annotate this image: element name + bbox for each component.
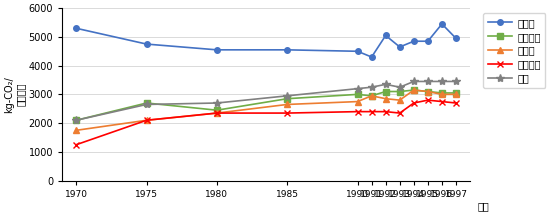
全国 (453, 80, 459, 83)
東京区部 (354, 93, 361, 96)
鹿児島市 (439, 100, 446, 103)
Y-axis label: kg-CO₂/
家庭・年: kg-CO₂/ 家庭・年 (4, 76, 26, 113)
大阪市 (425, 90, 431, 93)
札幌市 (425, 40, 431, 43)
東京区部 (73, 119, 80, 122)
Line: 東京区部: 東京区部 (74, 87, 459, 123)
東京区部 (213, 109, 220, 111)
鹿児島市 (425, 99, 431, 101)
東京区部 (397, 90, 403, 93)
東京区部 (410, 89, 417, 91)
大阪市 (284, 103, 290, 106)
札幌市 (144, 43, 150, 45)
全国 (213, 102, 220, 104)
大阪市 (410, 89, 417, 91)
Text: 西暦: 西暦 (477, 201, 489, 211)
鹿児島市 (354, 110, 361, 113)
鹿児島市 (213, 112, 220, 114)
東京区部 (439, 92, 446, 94)
全国 (284, 95, 290, 97)
全国 (382, 83, 389, 86)
札幌市 (73, 27, 80, 30)
札幌市 (410, 40, 417, 43)
大阪市 (382, 97, 389, 100)
札幌市 (382, 34, 389, 37)
大阪市 (73, 129, 80, 132)
鹿児島市 (382, 110, 389, 113)
全国 (73, 119, 80, 122)
大阪市 (397, 99, 403, 101)
鹿児島市 (144, 119, 150, 122)
全国 (144, 103, 150, 106)
Line: 大阪市: 大阪市 (74, 87, 459, 133)
大阪市 (453, 93, 459, 96)
全国 (354, 87, 361, 90)
札幌市 (453, 37, 459, 40)
東京区部 (368, 95, 375, 97)
Line: 札幌市: 札幌市 (74, 21, 459, 60)
東京区部 (425, 90, 431, 93)
全国 (368, 86, 375, 88)
鹿児島市 (284, 112, 290, 114)
大阪市 (213, 112, 220, 114)
東京区部 (284, 97, 290, 100)
鹿児島市 (453, 102, 459, 104)
Legend: 札幌市, 東京区部, 大阪市, 鹿児島市, 全国: 札幌市, 東京区部, 大阪市, 鹿児島市, 全国 (483, 13, 546, 88)
鹿児島市 (73, 143, 80, 146)
札幌市 (439, 23, 446, 25)
Line: 鹿児島市: 鹿児島市 (73, 97, 459, 148)
鹿児島市 (368, 110, 375, 113)
大阪市 (439, 93, 446, 96)
大阪市 (354, 100, 361, 103)
全国 (410, 80, 417, 83)
東京区部 (453, 92, 459, 94)
大阪市 (368, 95, 375, 97)
札幌市 (284, 49, 290, 51)
全国 (397, 86, 403, 88)
札幌市 (213, 49, 220, 51)
札幌市 (368, 56, 375, 58)
鹿児島市 (397, 112, 403, 114)
Line: 全国: 全国 (72, 77, 460, 124)
大阪市 (144, 119, 150, 122)
東京区部 (144, 102, 150, 104)
東京区部 (382, 90, 389, 93)
札幌市 (397, 46, 403, 48)
鹿児島市 (410, 102, 417, 104)
全国 (425, 80, 431, 83)
全国 (439, 80, 446, 83)
札幌市 (354, 50, 361, 53)
